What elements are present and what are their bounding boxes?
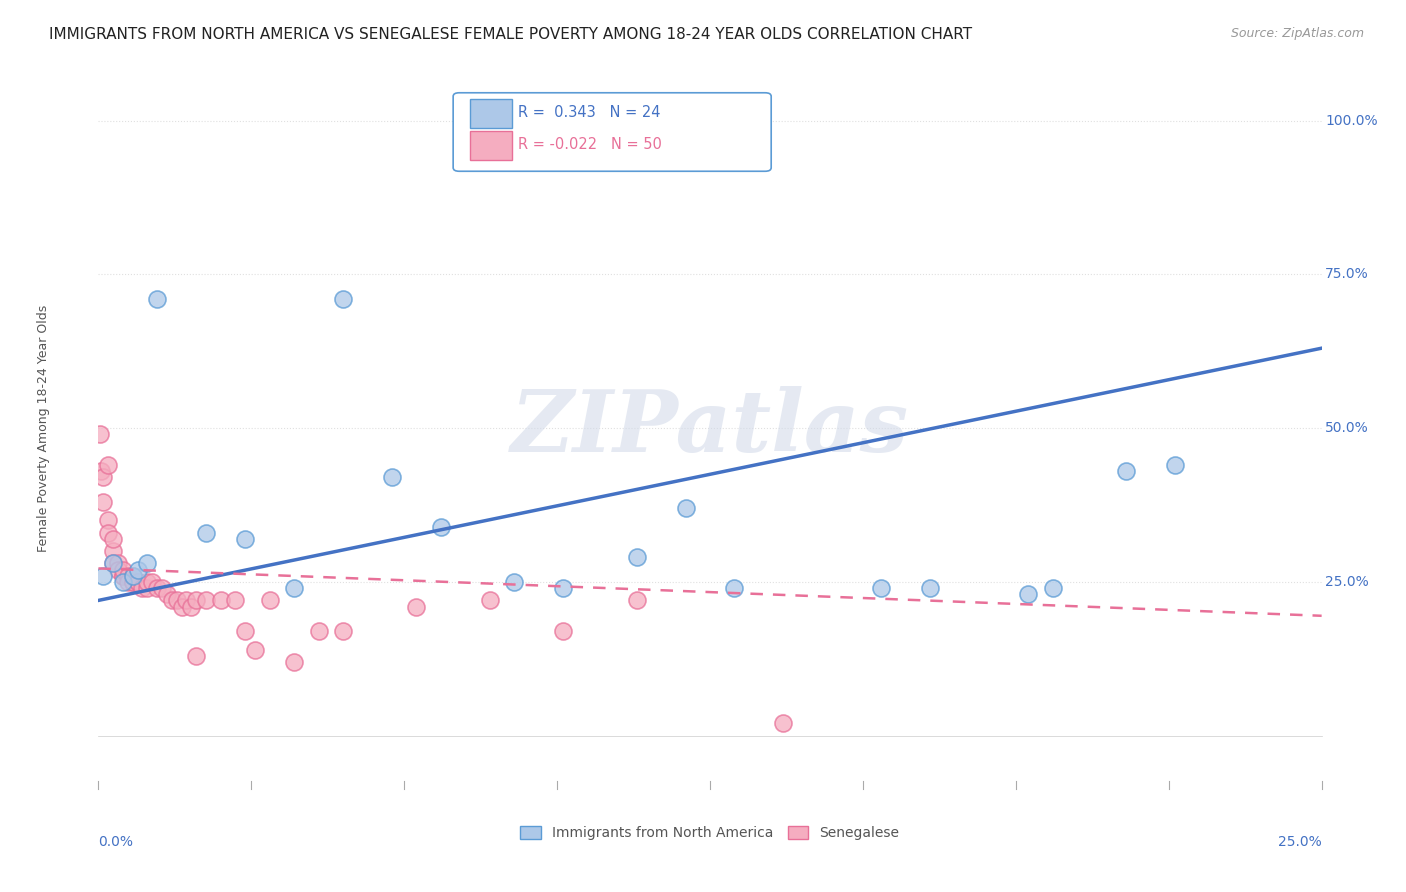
Point	[107, 557, 129, 571]
Point	[117, 569, 139, 583]
Point	[127, 574, 149, 589]
Point	[107, 563, 129, 577]
Point	[553, 624, 575, 639]
Point	[97, 513, 120, 527]
Point	[101, 532, 124, 546]
Point	[332, 292, 354, 306]
Point	[131, 581, 153, 595]
Text: 100.0%: 100.0%	[1326, 113, 1378, 128]
Point	[101, 544, 124, 558]
Point	[176, 593, 198, 607]
Point	[308, 624, 330, 639]
Point	[332, 624, 354, 639]
Point	[136, 581, 159, 595]
Point	[920, 581, 942, 595]
Point	[117, 574, 139, 589]
Point	[1017, 587, 1039, 601]
Point	[101, 557, 124, 571]
FancyBboxPatch shape	[453, 93, 772, 171]
Point	[381, 470, 404, 484]
FancyBboxPatch shape	[470, 131, 512, 160]
Text: 25.0%: 25.0%	[1326, 575, 1369, 589]
Point	[127, 563, 149, 577]
Point	[146, 292, 169, 306]
Text: Female Poverty Among 18-24 Year Olds: Female Poverty Among 18-24 Year Olds	[37, 304, 49, 552]
Text: Source: ZipAtlas.com: Source: ZipAtlas.com	[1230, 27, 1364, 40]
Point	[195, 593, 218, 607]
Point	[553, 581, 575, 595]
Point	[136, 557, 159, 571]
Point	[186, 593, 208, 607]
Point	[111, 563, 134, 577]
Point	[626, 593, 648, 607]
Point	[243, 642, 266, 657]
Point	[209, 593, 232, 607]
Point	[224, 593, 246, 607]
Point	[186, 648, 208, 663]
Point	[121, 569, 143, 583]
Point	[111, 574, 134, 589]
Point	[146, 581, 169, 595]
Point	[723, 581, 745, 595]
Point	[91, 470, 114, 484]
Text: R =  0.343   N = 24: R = 0.343 N = 24	[517, 104, 661, 120]
Point	[283, 655, 305, 669]
Point	[160, 593, 183, 607]
Point	[233, 624, 256, 639]
Point	[233, 532, 256, 546]
Point	[195, 525, 218, 540]
Point	[259, 593, 281, 607]
Point	[675, 501, 697, 516]
Point	[121, 574, 143, 589]
Point	[97, 525, 120, 540]
Point	[90, 464, 112, 478]
Point	[170, 599, 193, 614]
Point	[626, 550, 648, 565]
Point	[1115, 464, 1137, 478]
Legend: Immigrants from North America, Senegalese: Immigrants from North America, Senegales…	[515, 821, 905, 846]
Point	[150, 581, 173, 595]
Text: IMMIGRANTS FROM NORTH AMERICA VS SENEGALESE FEMALE POVERTY AMONG 18-24 YEAR OLDS: IMMIGRANTS FROM NORTH AMERICA VS SENEGAL…	[49, 27, 973, 42]
Text: 50.0%: 50.0%	[1326, 421, 1369, 435]
Text: R = -0.022   N = 50: R = -0.022 N = 50	[517, 136, 662, 152]
Text: 0.0%: 0.0%	[98, 835, 134, 849]
Point	[405, 599, 427, 614]
Point	[1042, 581, 1064, 595]
Point	[136, 574, 159, 589]
Point	[503, 574, 526, 589]
Point	[91, 569, 114, 583]
Point	[111, 569, 134, 583]
Point	[89, 427, 111, 442]
Point	[156, 587, 179, 601]
Point	[478, 593, 501, 607]
Point	[141, 574, 163, 589]
Point	[283, 581, 305, 595]
Text: ZIPatlas: ZIPatlas	[510, 386, 910, 470]
Point	[111, 569, 134, 583]
FancyBboxPatch shape	[470, 99, 512, 128]
Point	[166, 593, 188, 607]
Text: 75.0%: 75.0%	[1326, 268, 1369, 281]
Point	[870, 581, 893, 595]
Point	[91, 495, 114, 509]
Point	[127, 574, 149, 589]
Point	[121, 574, 143, 589]
Point	[772, 716, 794, 731]
Point	[101, 557, 124, 571]
Point	[180, 599, 202, 614]
Point	[97, 458, 120, 472]
Point	[1164, 458, 1187, 472]
Point	[121, 569, 143, 583]
Point	[430, 519, 453, 533]
Text: 25.0%: 25.0%	[1278, 835, 1322, 849]
